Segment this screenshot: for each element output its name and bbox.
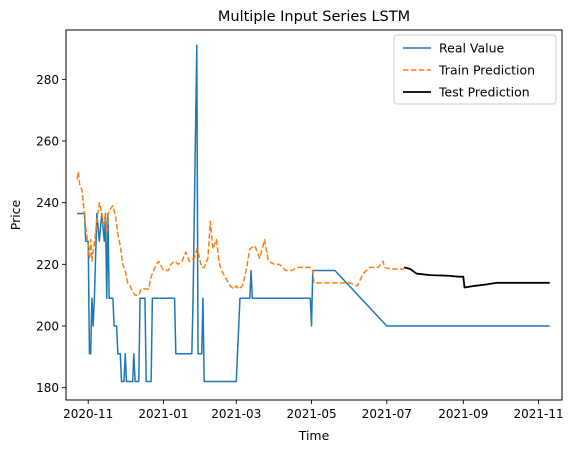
y-tick-label: 220 [36,258,59,272]
x-axis-label: Time [298,428,330,443]
series-line-test-prediction [403,266,550,289]
y-tick-label: 280 [36,73,59,87]
legend-label: Real Value [439,41,505,56]
x-tick-label: 2021-07 [362,407,412,421]
series-line-train-prediction [76,171,405,296]
series-layer [76,44,550,383]
axes-layer: 2020-11 2021-01 2021-03 2021-05 2021-07 2021-… [36,73,564,421]
legend: Real Value Train Prediction Test Predictio… [393,34,557,105]
chart-title: Multiple Input Series LSTM [218,9,410,25]
legend-label: Train Prediction [438,63,535,78]
y-tick-label: 200 [36,320,59,334]
x-tick-label: 2021-01 [138,407,188,421]
y-axis-label: Price [8,199,23,230]
y-tick-label: 260 [36,135,59,149]
series-line-real-value [77,44,550,383]
legend-label: Test Prediction [438,85,530,100]
x-tick-label: 2021-05 [286,407,336,421]
x-tick-label: 2020-11 [63,407,113,421]
x-tick-label: 2021-03 [211,407,261,421]
x-tick-label: 2021-09 [438,407,488,421]
x-tick-label: 2021-11 [513,407,563,421]
legend-box [393,34,557,105]
y-tick-label: 180 [36,381,59,395]
plot-frame [65,29,563,401]
y-tick-label: 240 [36,196,59,210]
